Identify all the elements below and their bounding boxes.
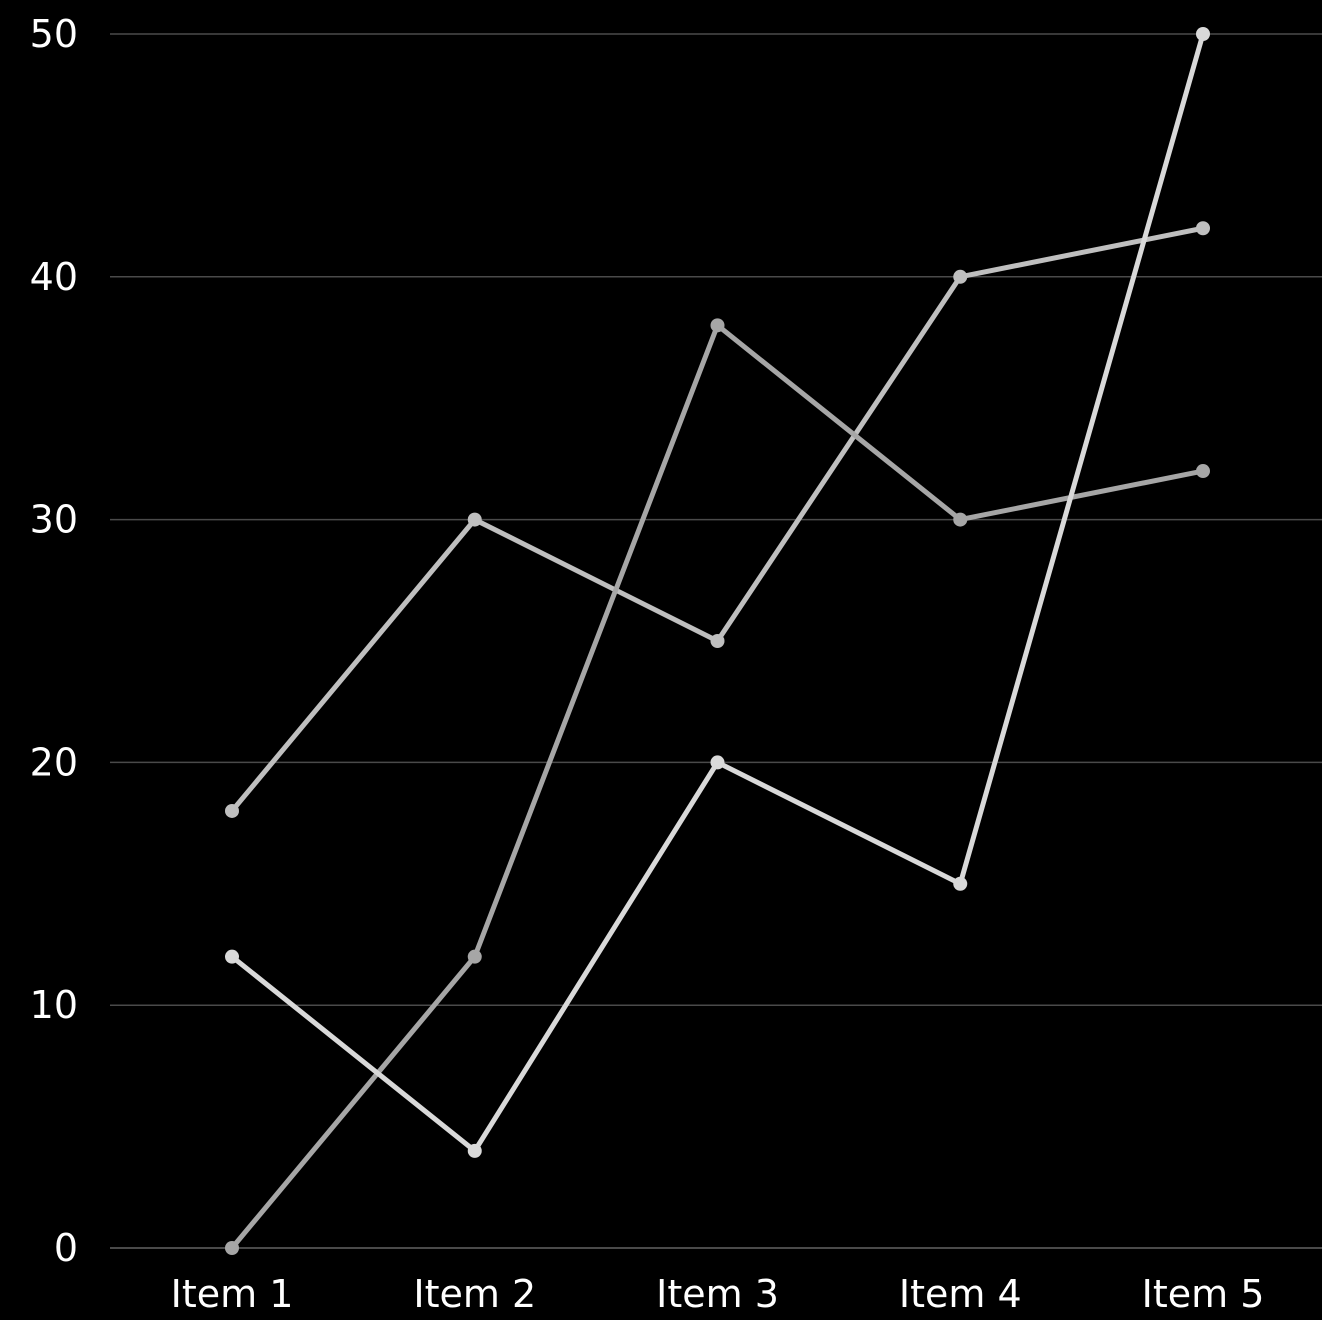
series-3-line: [229, 31, 1206, 1154]
x-tick-label: Item 4: [899, 1272, 1022, 1315]
series-1-point: [953, 269, 968, 284]
series-2-point: [225, 1241, 239, 1255]
series-3-point: [467, 1143, 482, 1158]
series-2: [225, 318, 1210, 1255]
series-3-point: [225, 949, 239, 964]
series-lines: [225, 27, 1210, 1255]
y-tick-label: 0: [54, 1226, 78, 1270]
y-axis-tick-labels: 0 10 20 30 40 50: [30, 12, 78, 1270]
series-1-point: [710, 634, 725, 648]
series-3-point: [953, 876, 968, 891]
x-tick-label: Item 5: [1142, 1272, 1265, 1315]
y-tick-label: 20: [30, 740, 78, 784]
series-2-line: [229, 322, 1206, 1251]
series-2-point: [1196, 464, 1210, 479]
series-1-point: [467, 512, 482, 527]
series-1-point: [225, 803, 239, 818]
x-tick-label: Item 1: [171, 1272, 294, 1315]
series-2-point: [953, 512, 968, 527]
y-tick-label: 30: [30, 498, 78, 542]
series-3: [225, 27, 1210, 1158]
x-axis-tick-labels: Item 1 Item 2 Item 3 Item 4 Item 5: [171, 1272, 1265, 1316]
y-tick-label: 50: [30, 12, 78, 56]
series-2-point: [467, 949, 482, 964]
y-tick-label: 40: [30, 255, 78, 299]
series-2-point: [710, 318, 725, 333]
series-3-point: [710, 755, 725, 770]
y-tick-label: 10: [30, 983, 78, 1027]
x-tick-label: Item 2: [413, 1272, 536, 1315]
series-3-point: [1196, 27, 1210, 41]
series-1: [225, 221, 1210, 818]
x-tick-label: Item 3: [656, 1272, 779, 1315]
series-1-point: [1196, 221, 1210, 236]
